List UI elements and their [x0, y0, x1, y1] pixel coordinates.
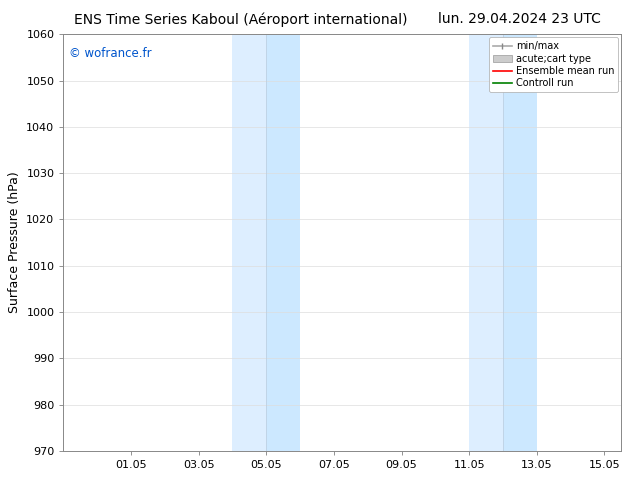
Bar [503, 34, 537, 451]
Text: ENS Time Series Kaboul (Aéroport international): ENS Time Series Kaboul (Aéroport interna… [74, 12, 408, 27]
Text: © wofrance.fr: © wofrance.fr [69, 47, 152, 60]
Text: lun. 29.04.2024 23 UTC: lun. 29.04.2024 23 UTC [439, 12, 601, 26]
Legend: min/max, acute;cart type, Ensemble mean run, Controll run: min/max, acute;cart type, Ensemble mean … [489, 37, 618, 92]
Bar [266, 34, 300, 451]
Bar [233, 34, 266, 451]
Bar [469, 34, 503, 451]
Y-axis label: Surface Pressure (hPa): Surface Pressure (hPa) [8, 172, 21, 314]
